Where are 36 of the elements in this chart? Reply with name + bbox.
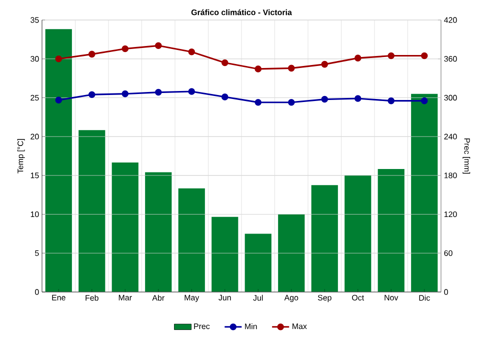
point (388, 52, 395, 60)
point (88, 91, 96, 98)
point (288, 64, 295, 72)
bar (411, 94, 438, 292)
bar (178, 188, 205, 292)
bar (311, 185, 338, 292)
point (221, 59, 228, 66)
bar (378, 168, 404, 292)
point (321, 96, 328, 103)
bar (278, 214, 305, 292)
point (188, 48, 196, 56)
point (122, 45, 129, 52)
point (122, 90, 129, 98)
point (388, 97, 395, 104)
bar (145, 172, 172, 292)
point (420, 52, 428, 60)
point (354, 54, 362, 62)
point (221, 94, 228, 100)
point (154, 42, 162, 50)
bar (112, 162, 138, 292)
bar (78, 130, 106, 292)
point (321, 60, 328, 68)
point (354, 95, 362, 102)
point (154, 88, 162, 96)
bar (45, 29, 72, 292)
point (55, 55, 62, 62)
bar (344, 175, 372, 292)
point (420, 97, 428, 104)
point (254, 98, 262, 106)
point (254, 66, 262, 72)
point (55, 96, 62, 104)
point (188, 88, 196, 95)
bar (212, 216, 238, 292)
bar (244, 234, 272, 292)
point (88, 50, 96, 58)
point (288, 98, 295, 106)
